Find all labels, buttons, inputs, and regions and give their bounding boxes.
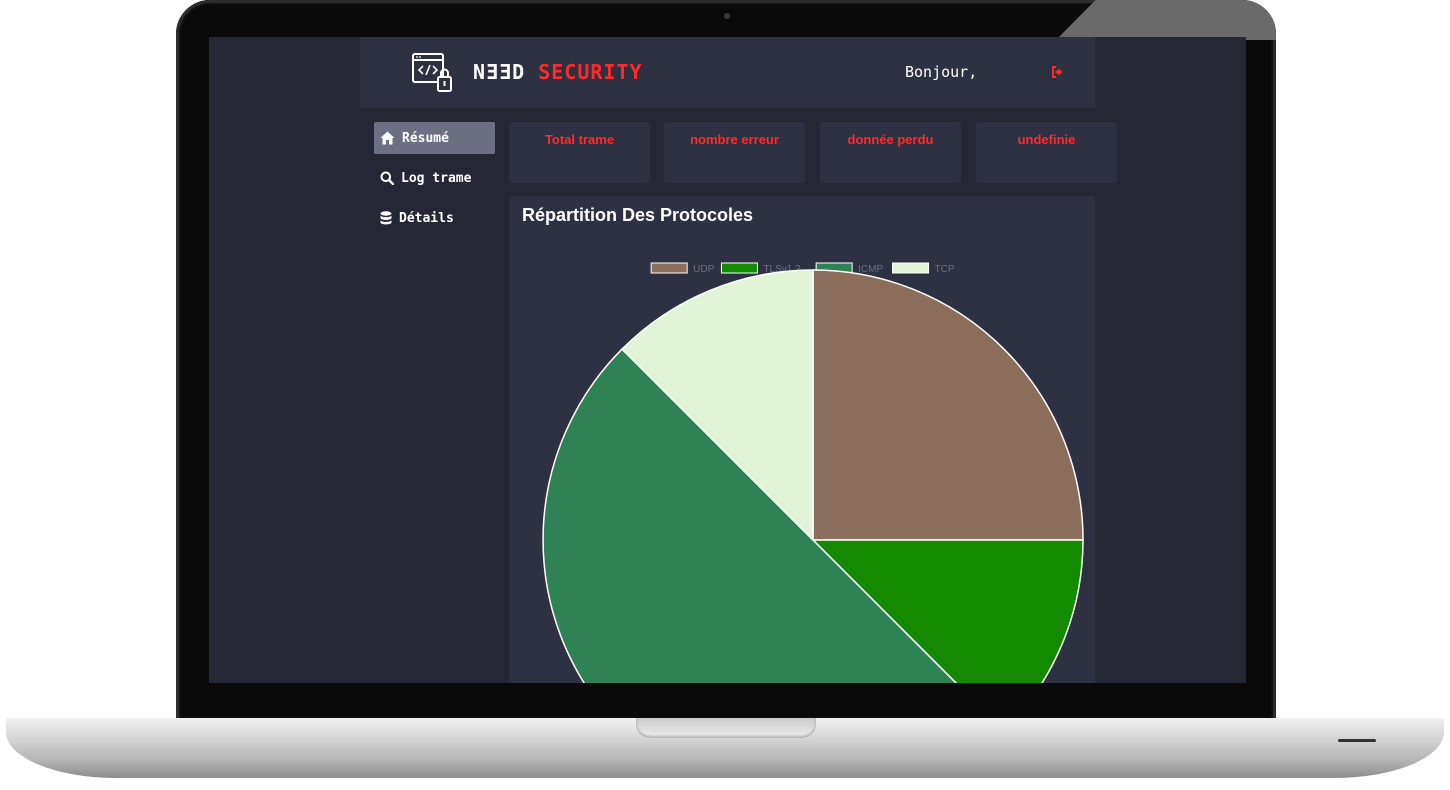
top-navbar: NƎƎD SECURITY Bonjour, bbox=[360, 37, 1095, 108]
brand-name[interactable]: NƎƎD SECURITY bbox=[473, 60, 643, 84]
legend-item-tlsv1-2[interactable]: TLSv1.2 bbox=[720, 262, 801, 275]
stat-card-total-trame[interactable]: Total trame bbox=[509, 122, 650, 183]
pie-slice-tlsv1-2[interactable] bbox=[811, 539, 1084, 683]
stat-card-label: Total trame bbox=[544, 132, 615, 147]
code-lock-logo-icon bbox=[412, 53, 452, 92]
sidebar-item-label: Résumé bbox=[402, 130, 449, 146]
legend-swatch bbox=[650, 262, 688, 274]
stat-card-label: nombre erreur bbox=[690, 132, 779, 147]
legend-item-udp[interactable]: UDP bbox=[650, 262, 715, 275]
database-icon bbox=[380, 211, 392, 225]
legend-label: TCP bbox=[935, 264, 955, 275]
stat-card-donnee-perdu[interactable]: donnée perdu bbox=[820, 122, 961, 183]
sidebar-item-log-trame[interactable]: Log trame bbox=[374, 162, 495, 194]
search-icon bbox=[380, 171, 394, 185]
legend-label: TLSv1.2 bbox=[763, 264, 801, 275]
legend-swatch bbox=[720, 262, 758, 274]
stat-card-nombre-erreur[interactable]: nombre erreur bbox=[664, 122, 805, 183]
screen: NƎƎD SECURITY Bonjour, Résumé bbox=[209, 37, 1246, 683]
chart-panel-title: Répartition Des Protocoles bbox=[522, 205, 754, 225]
laptop-opening-notch bbox=[636, 718, 816, 738]
brand-part-1: NƎƎD bbox=[473, 60, 526, 84]
camera-dot bbox=[724, 13, 730, 19]
pie-slice-tcp[interactable] bbox=[621, 269, 814, 542]
sidebar-item-resume[interactable]: Résumé bbox=[374, 122, 495, 154]
app-page: NƎƎD SECURITY Bonjour, Résumé bbox=[360, 37, 1117, 683]
stat-card-label: donnée perdu bbox=[847, 132, 934, 147]
laptop-side-slot bbox=[1338, 739, 1376, 742]
logout-icon[interactable] bbox=[1051, 66, 1065, 78]
pie-slice-icmp[interactable] bbox=[542, 348, 1004, 683]
protocol-chart-panel: Répartition Des Protocoles UDP TLSv1.2 ICM… bbox=[509, 196, 1095, 683]
legend-swatch bbox=[892, 262, 930, 274]
protocol-pie-chart: UDP TLSv1.2 ICMP TCP bbox=[542, 262, 1084, 683]
sidebar: Résumé Log trame Détails bbox=[374, 122, 495, 242]
sidebar-item-label: Détails bbox=[399, 210, 454, 226]
legend-label: UDP bbox=[693, 264, 714, 275]
brand-part-2: SECURITY bbox=[538, 60, 643, 84]
sidebar-item-details[interactable]: Détails bbox=[374, 202, 495, 234]
sidebar-item-label: Log trame bbox=[401, 170, 472, 186]
stat-card-label: undefinie bbox=[1017, 132, 1076, 147]
legend-item-tcp[interactable]: TCP bbox=[892, 262, 955, 275]
legend-label: ICMP bbox=[858, 264, 883, 275]
home-icon bbox=[380, 131, 395, 145]
pie-slice-udp[interactable] bbox=[812, 269, 1084, 541]
lid-reflection bbox=[1056, 0, 1276, 40]
stat-card-undefinie[interactable]: undefinie bbox=[976, 122, 1117, 183]
greeting-text: Bonjour, bbox=[905, 63, 978, 81]
